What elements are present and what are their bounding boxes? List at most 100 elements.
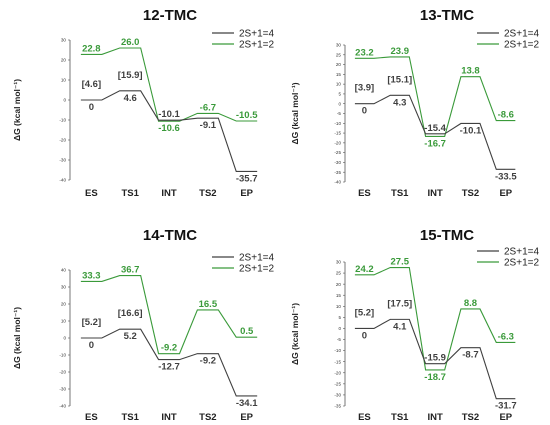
chart-panel-15-tmc: 15-TMC 30 25 20 15 10 5 0 -5 -10 -15 -20 -25 -30 -35 ΔG… bbox=[290, 227, 539, 423]
legend-label: 2S+1=2 bbox=[504, 258, 539, 269]
y-tick-label: 20 bbox=[336, 282, 342, 287]
x-tick-label-ts1: TS1 bbox=[121, 188, 139, 199]
bracket-annotation: [5.2] bbox=[82, 317, 102, 328]
data-label-doublet-ep: -8.6 bbox=[498, 110, 514, 121]
y-tick-label: -15 bbox=[334, 359, 341, 364]
data-label-quartet-ts2: -9.1 bbox=[200, 120, 217, 131]
data-label-doublet-ts1: 36.7 bbox=[121, 265, 140, 276]
data-label-quartet-es: 0 bbox=[362, 330, 367, 341]
series-line-doublet bbox=[80, 47, 258, 122]
data-label-quartet-ep: -35.7 bbox=[236, 173, 258, 184]
series-line-quartet bbox=[80, 90, 258, 172]
x-tick-label-ts2: TS2 bbox=[462, 412, 479, 423]
x-tick-label-ep: EP bbox=[499, 188, 512, 199]
y-tick-label: 20 bbox=[61, 302, 67, 307]
bracket-annotation: [15.1] bbox=[387, 74, 412, 85]
data-label-doublet-ep: -6.3 bbox=[498, 331, 514, 342]
legend: 2S+1=42S+1=2 bbox=[212, 253, 274, 275]
x-tick-label-ts1: TS1 bbox=[391, 412, 409, 423]
y-tick-label: -5 bbox=[337, 111, 342, 116]
y-tick-label: -10 bbox=[59, 353, 66, 358]
y-tick-label: -10 bbox=[334, 348, 341, 353]
y-tick-label: -20 bbox=[334, 370, 341, 375]
series-line-quartet bbox=[80, 328, 258, 397]
data-label-quartet-ep: -31.7 bbox=[495, 401, 517, 412]
x-tick-label-es: ES bbox=[85, 412, 98, 423]
y-tick-label: -10 bbox=[334, 121, 341, 126]
y-tick-label: -40 bbox=[59, 404, 66, 409]
data-label-quartet-ts1: 4.6 bbox=[124, 93, 137, 104]
data-label-doublet-ts2: 8.8 bbox=[464, 298, 477, 309]
chart-panel-14-tmc: 14-TMC 40 30 20 10 0 -10 -20 -30 -40 ΔG (kcal mol⁻… bbox=[12, 227, 274, 423]
data-label-quartet-int: -10.1 bbox=[158, 109, 180, 120]
data-label-quartet-ts2: -8.7 bbox=[462, 350, 478, 361]
y-tick-label: -20 bbox=[59, 370, 66, 375]
y-tick-label: 5 bbox=[338, 92, 341, 97]
bracket-annotation: [16.6] bbox=[118, 308, 143, 319]
y-axis-label: ΔG (kcal mol⁻¹) bbox=[290, 82, 300, 144]
y-tick-label: 25 bbox=[336, 271, 342, 276]
y-tick-label: -30 bbox=[59, 158, 66, 163]
legend-label: 2S+1=4 bbox=[504, 29, 539, 40]
data-label-doublet-ts1: 23.9 bbox=[391, 46, 410, 57]
data-label-quartet-es: 0 bbox=[89, 102, 94, 113]
series-line-quartet bbox=[354, 318, 516, 400]
y-tick-label: 0 bbox=[63, 98, 66, 103]
bracket-annotation: [15.9] bbox=[118, 70, 143, 81]
x-tick-label-int: INT bbox=[427, 412, 443, 423]
y-tick-label: 40 bbox=[61, 268, 67, 273]
data-label-quartet-int: -15.9 bbox=[424, 353, 446, 364]
chart-title: 14-TMC bbox=[143, 227, 197, 244]
legend-label: 2S+1=4 bbox=[239, 253, 274, 264]
bracket-annotation: [5.2] bbox=[355, 307, 375, 318]
x-tick-label-es: ES bbox=[358, 412, 371, 423]
y-tick-label: -20 bbox=[334, 140, 341, 145]
data-label-quartet-ts1: 5.2 bbox=[124, 331, 137, 342]
series-line-quartet bbox=[354, 94, 516, 170]
y-axis-label: ΔG (kcal mol⁻¹) bbox=[12, 79, 22, 141]
data-label-doublet-ts2: 16.5 bbox=[199, 299, 218, 310]
data-label-doublet-ts2: -6.7 bbox=[200, 102, 216, 113]
bracket-annotation: [4.6] bbox=[82, 79, 102, 90]
data-label-quartet-ep: -34.1 bbox=[236, 398, 258, 409]
chart-title: 12-TMC bbox=[143, 7, 197, 24]
data-label-doublet-es: 24.2 bbox=[355, 264, 374, 275]
data-label-doublet-ep: 0.5 bbox=[240, 326, 254, 337]
legend-label: 2S+1=4 bbox=[239, 29, 274, 40]
x-tick-label-int: INT bbox=[161, 412, 177, 423]
y-tick-label: -30 bbox=[334, 393, 341, 398]
x-tick-label-ep: EP bbox=[499, 412, 512, 423]
legend-label: 2S+1=2 bbox=[239, 40, 274, 51]
y-tick-label: 10 bbox=[336, 82, 342, 87]
data-label-doublet-ts1: 26.0 bbox=[121, 37, 140, 48]
y-tick-label: 30 bbox=[61, 285, 67, 290]
bracket-annotation: [17.5] bbox=[387, 298, 412, 309]
y-tick-label: -20 bbox=[59, 138, 66, 143]
y-tick-label: 30 bbox=[61, 38, 67, 43]
x-tick-label-ts1: TS1 bbox=[121, 412, 139, 423]
x-tick-label-ep: EP bbox=[240, 412, 253, 423]
chart-panel-12-tmc: 12-TMC 30 20 10 0 -10 -20 -30 -40 ΔG (kcal mol⁻¹)… bbox=[12, 7, 274, 199]
x-tick-label-es: ES bbox=[85, 188, 98, 199]
series-line-doublet bbox=[354, 56, 516, 137]
data-label-doublet-es: 33.3 bbox=[82, 270, 101, 281]
data-label-doublet-int: -9.2 bbox=[161, 343, 177, 354]
legend-label: 2S+1=2 bbox=[504, 40, 539, 51]
y-tick-label: 10 bbox=[61, 78, 67, 83]
chart-title: 13-TMC bbox=[420, 7, 474, 24]
y-tick-label: 25 bbox=[336, 52, 342, 57]
data-label-doublet-ts2: 13.8 bbox=[461, 66, 480, 77]
y-tick-label: -35 bbox=[334, 404, 341, 409]
legend-label: 2S+1=2 bbox=[239, 264, 274, 275]
data-label-quartet-es: 0 bbox=[362, 106, 367, 117]
y-tick-label: -25 bbox=[334, 381, 341, 386]
data-label-doublet-int: -18.7 bbox=[424, 372, 446, 383]
y-axis-label: ΔG (kcal mol⁻¹) bbox=[12, 307, 22, 369]
y-tick-label: 20 bbox=[61, 58, 67, 63]
x-tick-label-int: INT bbox=[161, 188, 177, 199]
y-tick-label: 10 bbox=[61, 319, 67, 324]
y-tick-label: -15 bbox=[334, 131, 341, 136]
legend: 2S+1=42S+1=2 bbox=[477, 247, 539, 269]
data-label-quartet-ep: -33.5 bbox=[495, 171, 517, 182]
x-tick-label-es: ES bbox=[358, 188, 371, 199]
